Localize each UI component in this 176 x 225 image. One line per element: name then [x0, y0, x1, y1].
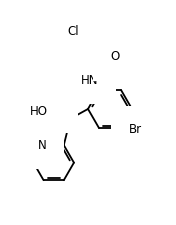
- Text: Br: Br: [128, 123, 142, 136]
- Text: HN: HN: [81, 74, 98, 87]
- Text: N: N: [37, 139, 46, 152]
- Text: O: O: [110, 50, 120, 63]
- Text: N: N: [52, 102, 61, 115]
- Text: Cl: Cl: [68, 25, 79, 38]
- Text: HO: HO: [30, 105, 48, 118]
